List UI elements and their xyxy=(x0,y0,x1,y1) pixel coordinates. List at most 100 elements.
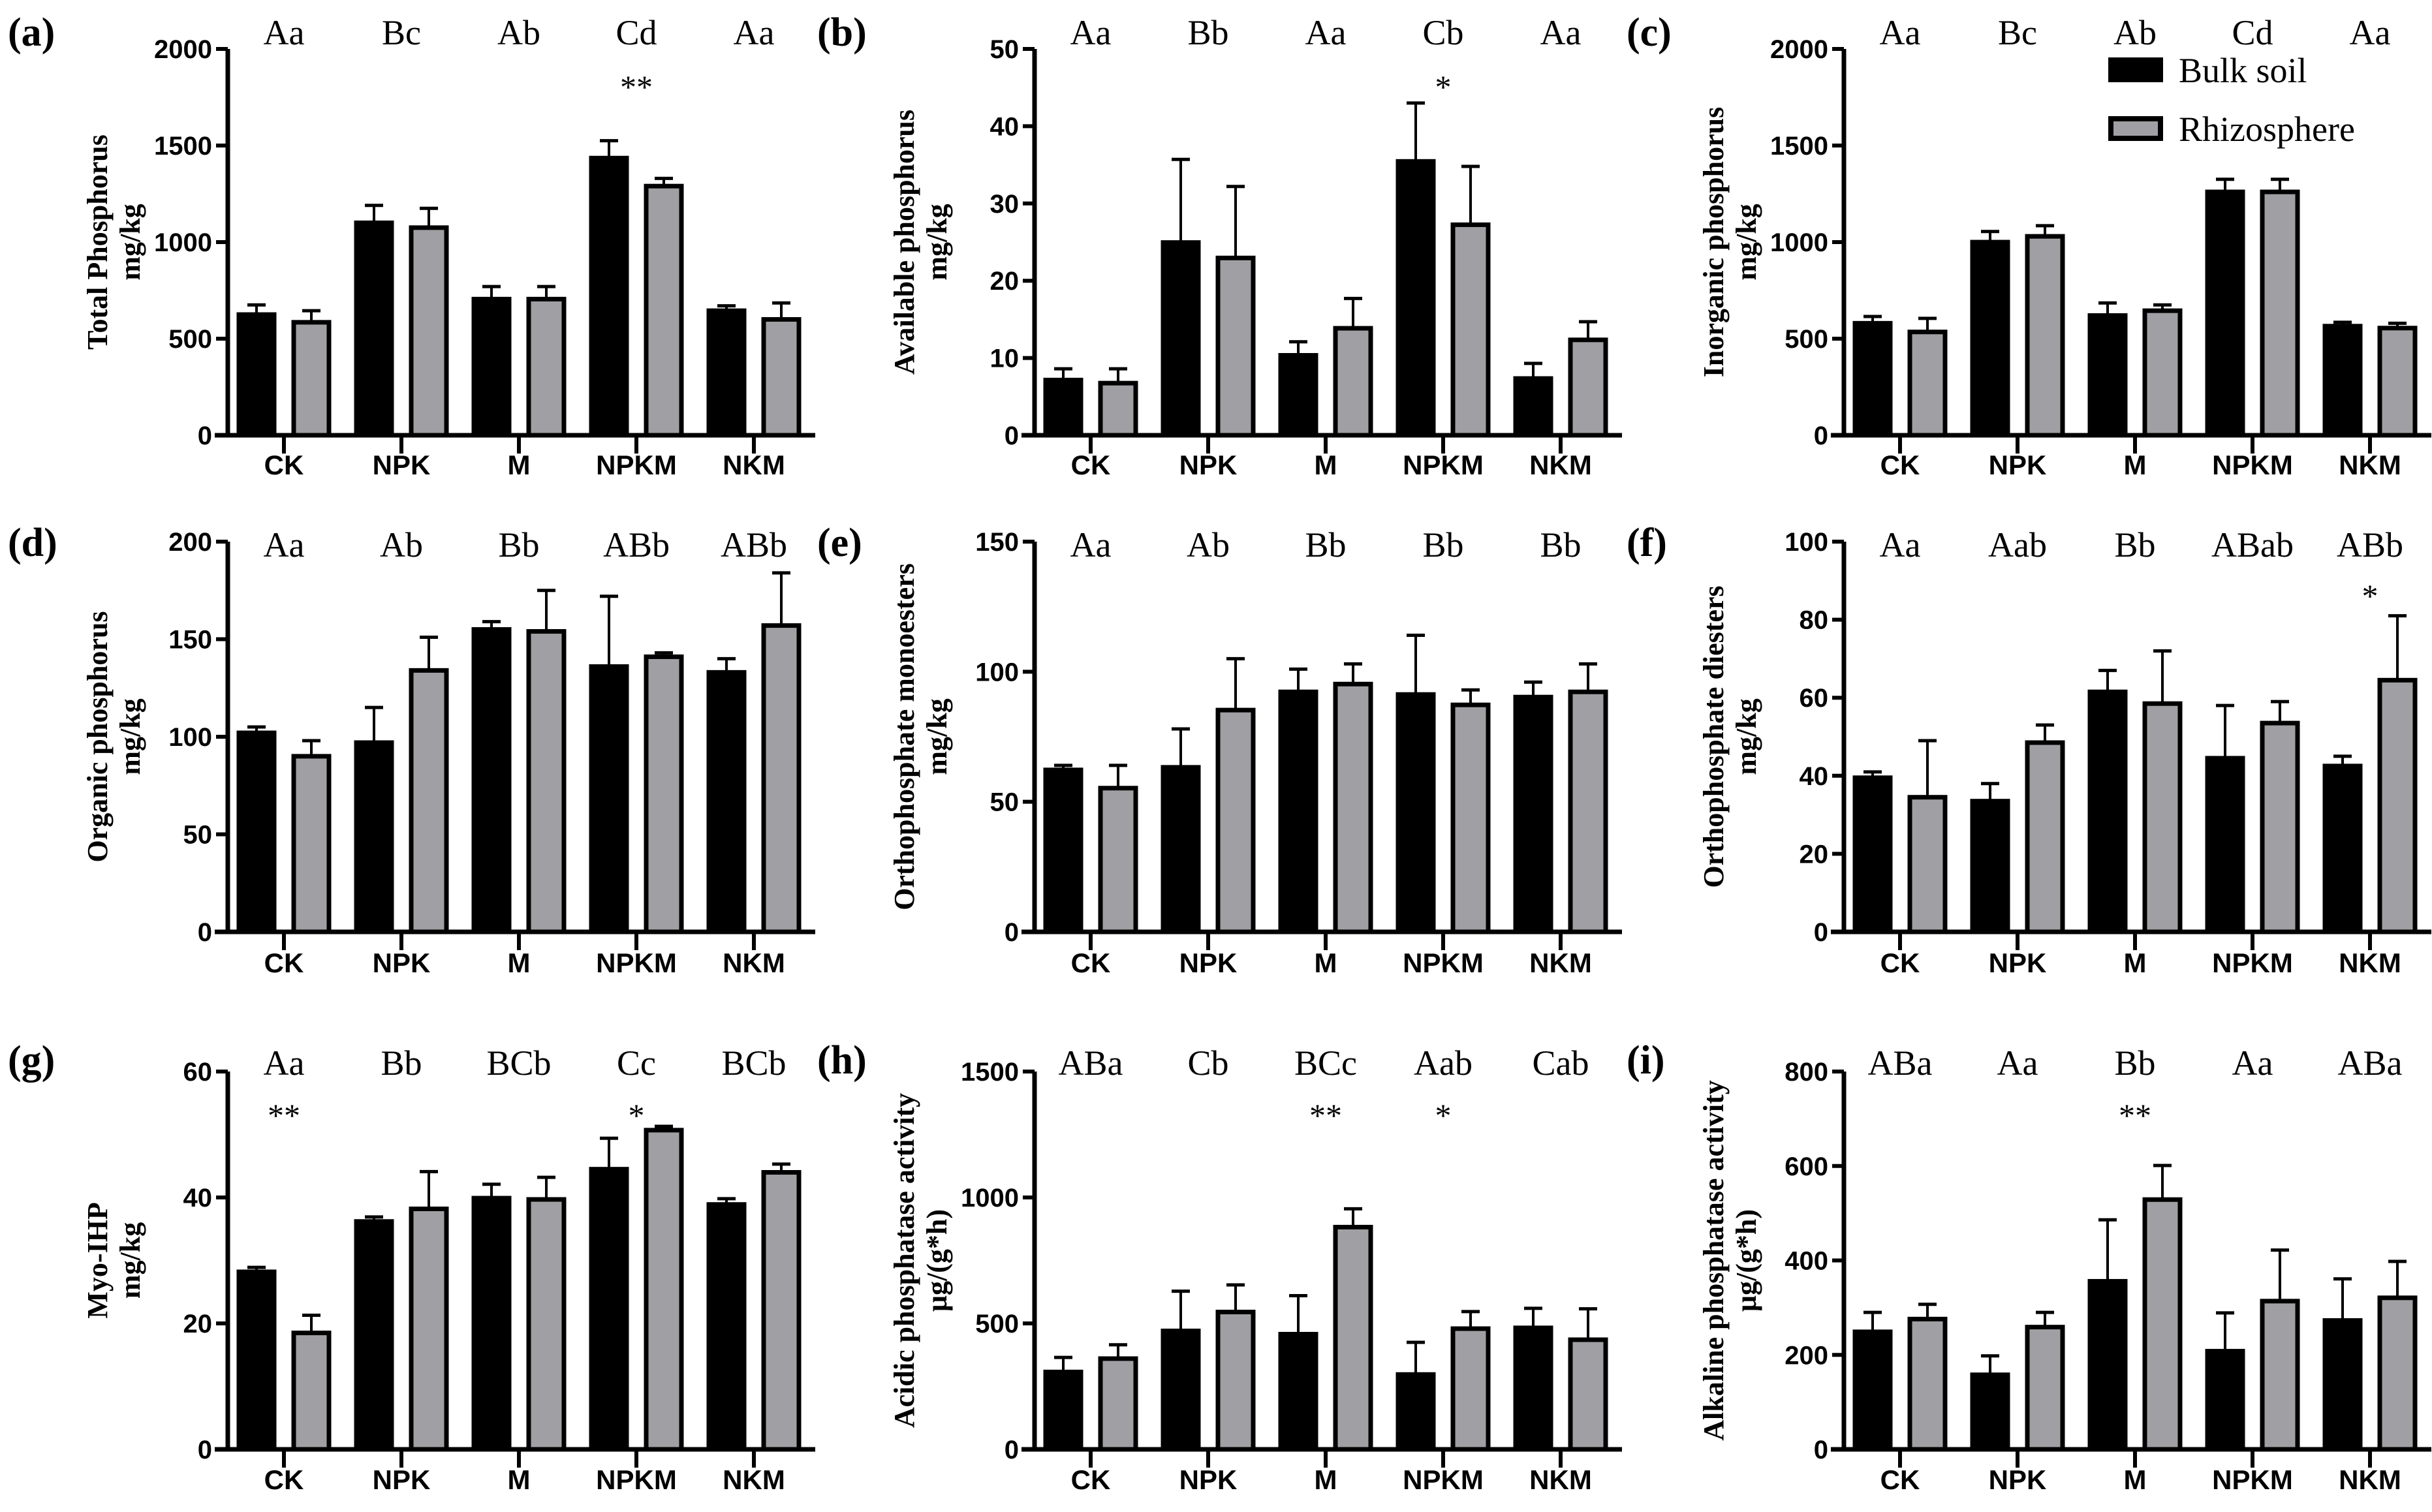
x-tick-label: NPK xyxy=(1989,948,2047,978)
significance-letter: Aa xyxy=(2350,13,2391,52)
x-tick-label: CK xyxy=(264,948,304,978)
bar-rhizosphere xyxy=(1568,337,1608,438)
panel-g: (g) Myo-IHP mg/kg 0 20 40 60 CK Aa ** NPK Bb M BCb NPK… xyxy=(8,1038,815,1495)
bar-bulk-soil xyxy=(1395,1372,1436,1452)
y-axis-label-line: mg/kg xyxy=(114,698,146,775)
y-tick-label: 1000 xyxy=(961,1184,1019,1212)
bar-bulk-soil xyxy=(471,296,512,438)
legend-label: Bulk soil xyxy=(2179,51,2307,90)
bar-rhizosphere xyxy=(761,316,802,438)
y-axis-label: Organic phosphorus mg/kg xyxy=(82,611,146,862)
y-tick-label: 500 xyxy=(975,1310,1019,1338)
bar-rhizosphere xyxy=(1098,786,1138,934)
x-tick-label: NPK xyxy=(1989,450,2047,480)
bar-bulk-soil xyxy=(1513,376,1553,438)
x-tick-label: M xyxy=(2124,450,2147,480)
panel-b: (b) Available phosphorus mg/kg 0 10 20 30 40 50 C… xyxy=(817,10,1622,480)
y-tick-label: 20 xyxy=(990,267,1020,296)
bar-rhizosphere xyxy=(761,1170,802,1452)
significance-letter: ABb xyxy=(2337,525,2403,564)
y-axis-label: Total Phosphorus mg/kg xyxy=(82,134,146,350)
bar-bulk-soil xyxy=(589,664,629,934)
bar-bulk-soil xyxy=(1278,689,1318,934)
panel-a: (a) Total Phosphorus mg/kg 0 500 1000 1500 2000… xyxy=(8,10,815,480)
bar-rhizosphere xyxy=(2377,677,2418,934)
x-tick-label: NPKM xyxy=(596,1464,677,1495)
y-tick-label: 0 xyxy=(198,1436,212,1464)
bar-rhizosphere xyxy=(1333,326,1373,438)
y-tick-label: 0 xyxy=(1814,422,1828,450)
y-tick-label: 200 xyxy=(168,528,212,557)
significance-letter: Cd xyxy=(616,13,657,52)
bar-rhizosphere xyxy=(2142,1197,2183,1452)
y-tick-label: 40 xyxy=(1800,762,1829,791)
significance-letter: ABa xyxy=(1868,1043,1933,1083)
significance-star: * xyxy=(629,1097,645,1134)
panel-label: (i) xyxy=(1627,1038,1665,1083)
bar-bulk-soil xyxy=(1395,692,1436,934)
bar-bulk-soil xyxy=(1043,767,1083,934)
y-axis-label-line: Inorganic phosphorus xyxy=(1698,107,1730,377)
bar-bulk-soil xyxy=(354,740,394,934)
bar-bulk-soil xyxy=(2087,313,2128,438)
bar-rhizosphere xyxy=(2377,326,2418,438)
y-axis-label: Available phosphorus mg/kg xyxy=(888,110,953,375)
bar-bulk-soil xyxy=(236,1269,277,1452)
y-tick-label: 400 xyxy=(1785,1247,1828,1276)
bar-rhizosphere xyxy=(409,225,449,438)
y-tick-label: 0 xyxy=(1814,918,1828,947)
significance-letter: Bb xyxy=(498,525,539,564)
x-tick-label: CK xyxy=(264,450,304,480)
y-axis-label-line: mg/kg xyxy=(1730,698,1762,775)
x-tick-label: NPK xyxy=(373,948,431,978)
y-tick-label: 0 xyxy=(1005,422,1019,450)
y-axis-label: Inorganic phosphorus mg/kg xyxy=(1698,107,1762,377)
bar-bulk-soil xyxy=(2087,689,2128,934)
significance-star: * xyxy=(2362,578,2378,614)
y-tick-label: 1000 xyxy=(1770,228,1828,257)
bar-bulk-soil xyxy=(1852,1329,1893,1452)
significance-letter: Bb xyxy=(1305,525,1346,564)
x-tick-label: NPKM xyxy=(2212,450,2293,480)
significance-letter: Bb xyxy=(1187,13,1228,52)
y-tick-label: 100 xyxy=(1785,528,1828,557)
bar-bulk-soil xyxy=(589,155,629,438)
bar-bulk-soil xyxy=(1513,694,1553,934)
significance-letter: BCc xyxy=(1294,1043,1357,1083)
panel-label: (d) xyxy=(8,521,57,565)
y-axis-label-line: Available phosphorus xyxy=(888,110,920,375)
significance-letter: Ab xyxy=(1187,525,1230,564)
significance-letter: Cb xyxy=(1422,13,1463,52)
significance-star: ** xyxy=(620,69,653,105)
significance-letter: Aa xyxy=(1305,13,1347,52)
bar-bulk-soil xyxy=(2322,764,2363,934)
significance-letter: Aa xyxy=(264,525,305,564)
bar-rhizosphere xyxy=(526,629,567,934)
bar-bulk-soil xyxy=(589,1167,629,1452)
significance-letter: Aa xyxy=(1880,13,1921,52)
y-tick-label: 2000 xyxy=(1770,35,1828,64)
y-tick-label: 50 xyxy=(990,788,1020,817)
bar-rhizosphere xyxy=(1907,795,1948,934)
y-axis-label-line: Myo-IHP xyxy=(82,1202,114,1318)
panel-label: (h) xyxy=(817,1038,867,1083)
bar-bulk-soil xyxy=(1395,159,1436,438)
y-tick-label: 80 xyxy=(1800,606,1829,635)
significance-letter: Aa xyxy=(734,13,775,52)
x-tick-label: NPK xyxy=(1179,450,1238,480)
bar-rhizosphere xyxy=(1215,707,1256,934)
significance-letter: ABa xyxy=(2338,1043,2403,1083)
y-tick-label: 1500 xyxy=(154,132,212,161)
bar-rhizosphere xyxy=(761,623,802,934)
panel-e: (e) Orthophosphate monoesters mg/kg 0 50 100 1… xyxy=(817,521,1622,978)
bar-bulk-soil xyxy=(2205,756,2245,934)
y-tick-label: 100 xyxy=(975,658,1019,687)
bar-bulk-soil xyxy=(2322,1318,2363,1452)
y-axis-label-line: μg/(g*h) xyxy=(1730,1209,1762,1312)
bar-bulk-soil xyxy=(2205,1349,2245,1452)
significance-star: * xyxy=(1435,69,1452,105)
y-tick-label: 0 xyxy=(1814,1436,1828,1464)
significance-letter: Bc xyxy=(382,13,421,52)
x-tick-label: CK xyxy=(1880,1464,1920,1495)
bar-rhizosphere xyxy=(1450,1326,1491,1452)
